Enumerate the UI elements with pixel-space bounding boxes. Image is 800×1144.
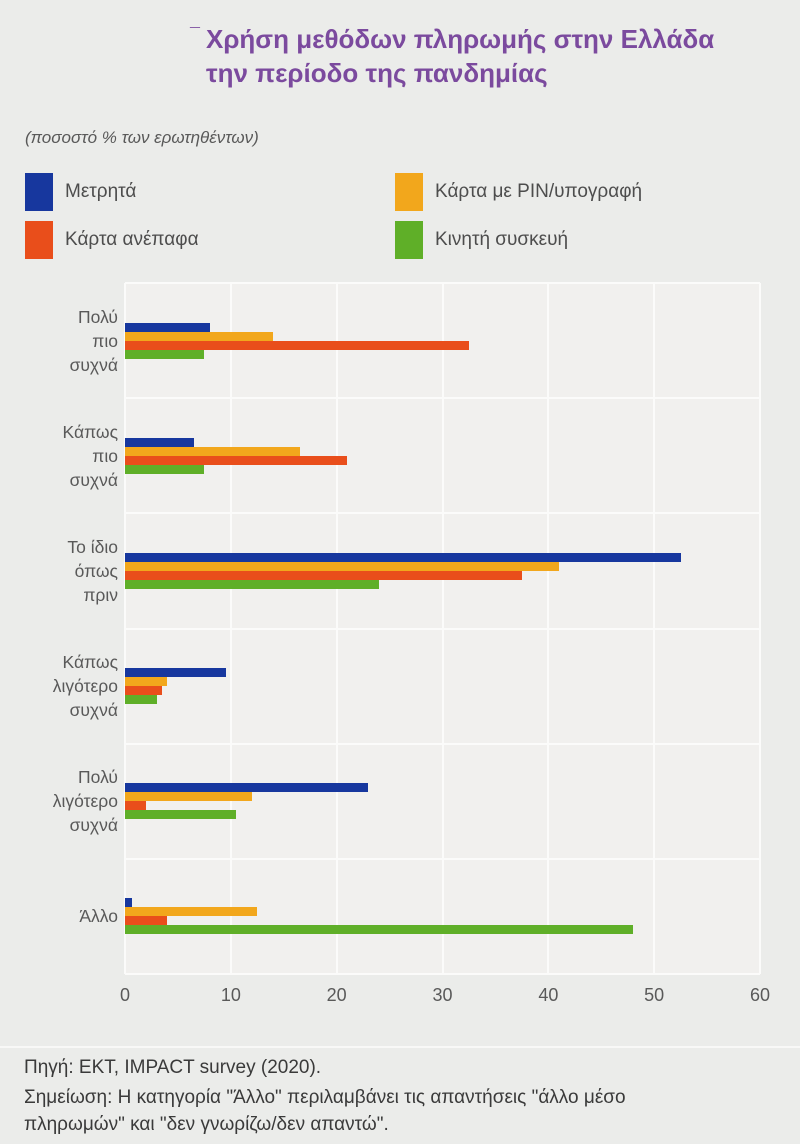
bar [125, 686, 163, 696]
x-tick-label: 10 [220, 985, 241, 1005]
x-tick-label: 50 [644, 985, 665, 1005]
x-tick-label: 30 [432, 985, 453, 1005]
category-label-line: λιγότερο [52, 791, 118, 812]
horizontal-gridline [125, 282, 760, 284]
category-label-line: λιγότερο [52, 676, 118, 697]
horizontal-gridline [125, 627, 760, 630]
bar [125, 695, 157, 705]
bar [125, 552, 681, 562]
bar [125, 446, 300, 456]
bar [125, 464, 205, 474]
category-label: Κάπως πιο συχνά [18, 398, 119, 513]
horizontal-gridline [125, 512, 760, 515]
note-text: Σημείωση: Η κατηγορία "Άλλο" περιλαμβάνε… [24, 1087, 626, 1135]
bar [125, 898, 133, 908]
bar-group [125, 744, 760, 859]
category-label-line: συχνά [69, 815, 118, 836]
bar-group [125, 398, 760, 513]
category-label-line: συχνά [69, 700, 118, 721]
bar [125, 925, 633, 935]
x-tick-label: 60 [749, 985, 771, 1005]
legend-swatch [395, 221, 423, 259]
horizontal-gridline [125, 742, 760, 745]
horizontal-gridline [125, 857, 760, 860]
chart-title-line2: την περίοδο της πανδημίας [206, 58, 548, 88]
bar [125, 455, 348, 465]
category-label-line: Πολύ [78, 306, 118, 327]
category-label-line: Κάπως [62, 652, 119, 673]
bar [125, 561, 559, 571]
category-label: Το ίδιο όπως πριν [18, 513, 118, 628]
bar [125, 340, 469, 350]
bar [125, 668, 226, 678]
legend-item: Κάρτα με PIN/υπογραφή [395, 173, 642, 211]
bar-group [125, 283, 760, 398]
legend: Μετρητά Κάρτα ανέπαφα Κάρτα με PIN/υπογρα… [25, 173, 785, 268]
bar [125, 792, 252, 802]
bar-group [125, 513, 760, 628]
bar [125, 677, 168, 687]
plot-area [124, 282, 761, 975]
category-label-line: πιο [92, 330, 118, 351]
horizontal-gridline [125, 397, 760, 400]
category-label-line: συχνά [69, 469, 118, 490]
legend-label: Κινητή συσκευή [435, 229, 569, 250]
category-label-line: πιο [92, 445, 118, 466]
legend-swatch [395, 173, 423, 211]
bar [125, 916, 168, 926]
legend-item: Κινητή συσκευή [395, 221, 642, 259]
bar [125, 349, 205, 359]
title-footnote-mark: ¯ [190, 25, 200, 45]
bar [125, 801, 147, 811]
x-tick-label: 20 [326, 985, 347, 1005]
legend-item: Μετρητά [25, 173, 199, 211]
legend-label: Κάρτα με PIN/υπογραφή [435, 181, 643, 202]
bar-group [125, 629, 760, 744]
bar [125, 331, 274, 341]
bar [125, 783, 369, 793]
legend-swatch [25, 173, 53, 211]
legend-swatch [25, 221, 53, 259]
category-label-line: Άλλο [79, 906, 118, 927]
category-label-line: συχνά [69, 354, 118, 375]
category-label-line: όπως [74, 560, 118, 581]
legend-column-1: Μετρητά Κάρτα ανέπαφα [25, 173, 199, 269]
chart-subtitle: (ποσοστό % των ερωτηθέντων) [25, 128, 259, 147]
category-label-line: Κάπως [62, 421, 119, 442]
category-label-line: Το ίδιο [67, 536, 118, 557]
category-label: Κάπως λιγότερο συχνά [18, 628, 118, 743]
bar [125, 579, 379, 589]
bar [125, 437, 194, 447]
category-label: Πολύ πιο συχνά [18, 283, 118, 398]
category-axis: Πολύ πιο συχνά Κάπως πιο συχνά Το ίδιο όπως πριν… [18, 283, 118, 974]
bar [125, 907, 258, 917]
category-label-line: Πολύ [78, 767, 118, 788]
x-tick-label: 40 [538, 985, 559, 1005]
x-tick-label: 0 [119, 985, 131, 1005]
legend-label: Κάρτα ανέπαφα [65, 229, 199, 250]
horizontal-gridline [125, 973, 760, 975]
bar [125, 810, 237, 820]
vertical-gridline [759, 283, 761, 974]
bar [125, 322, 210, 332]
footer-divider [0, 1046, 800, 1048]
bar [125, 570, 522, 580]
x-axis: 0 10 20 30 40 50 60 [120, 985, 770, 1009]
legend-item: Κάρτα ανέπαφα [25, 221, 199, 259]
legend-column-2: Κάρτα με PIN/υπογραφή Κινητή συσκευή [395, 173, 642, 269]
category-label: Άλλο [18, 859, 118, 974]
category-label-line: πριν [83, 584, 118, 605]
chart-title-line1: Χρήση μεθόδων πληρωμής στην Ελλάδα [206, 24, 715, 54]
source-text: Πηγή: ΕΚΤ, IMPACT survey (2020). [24, 1057, 322, 1078]
bar-group [125, 859, 760, 974]
legend-label: Μετρητά [65, 181, 137, 202]
category-label: Πολύ λιγότερο συχνά [18, 744, 118, 859]
chart-title: ¯ Χρήση μεθόδων πληρωμής στην Ελλάδα την… [190, 22, 781, 90]
